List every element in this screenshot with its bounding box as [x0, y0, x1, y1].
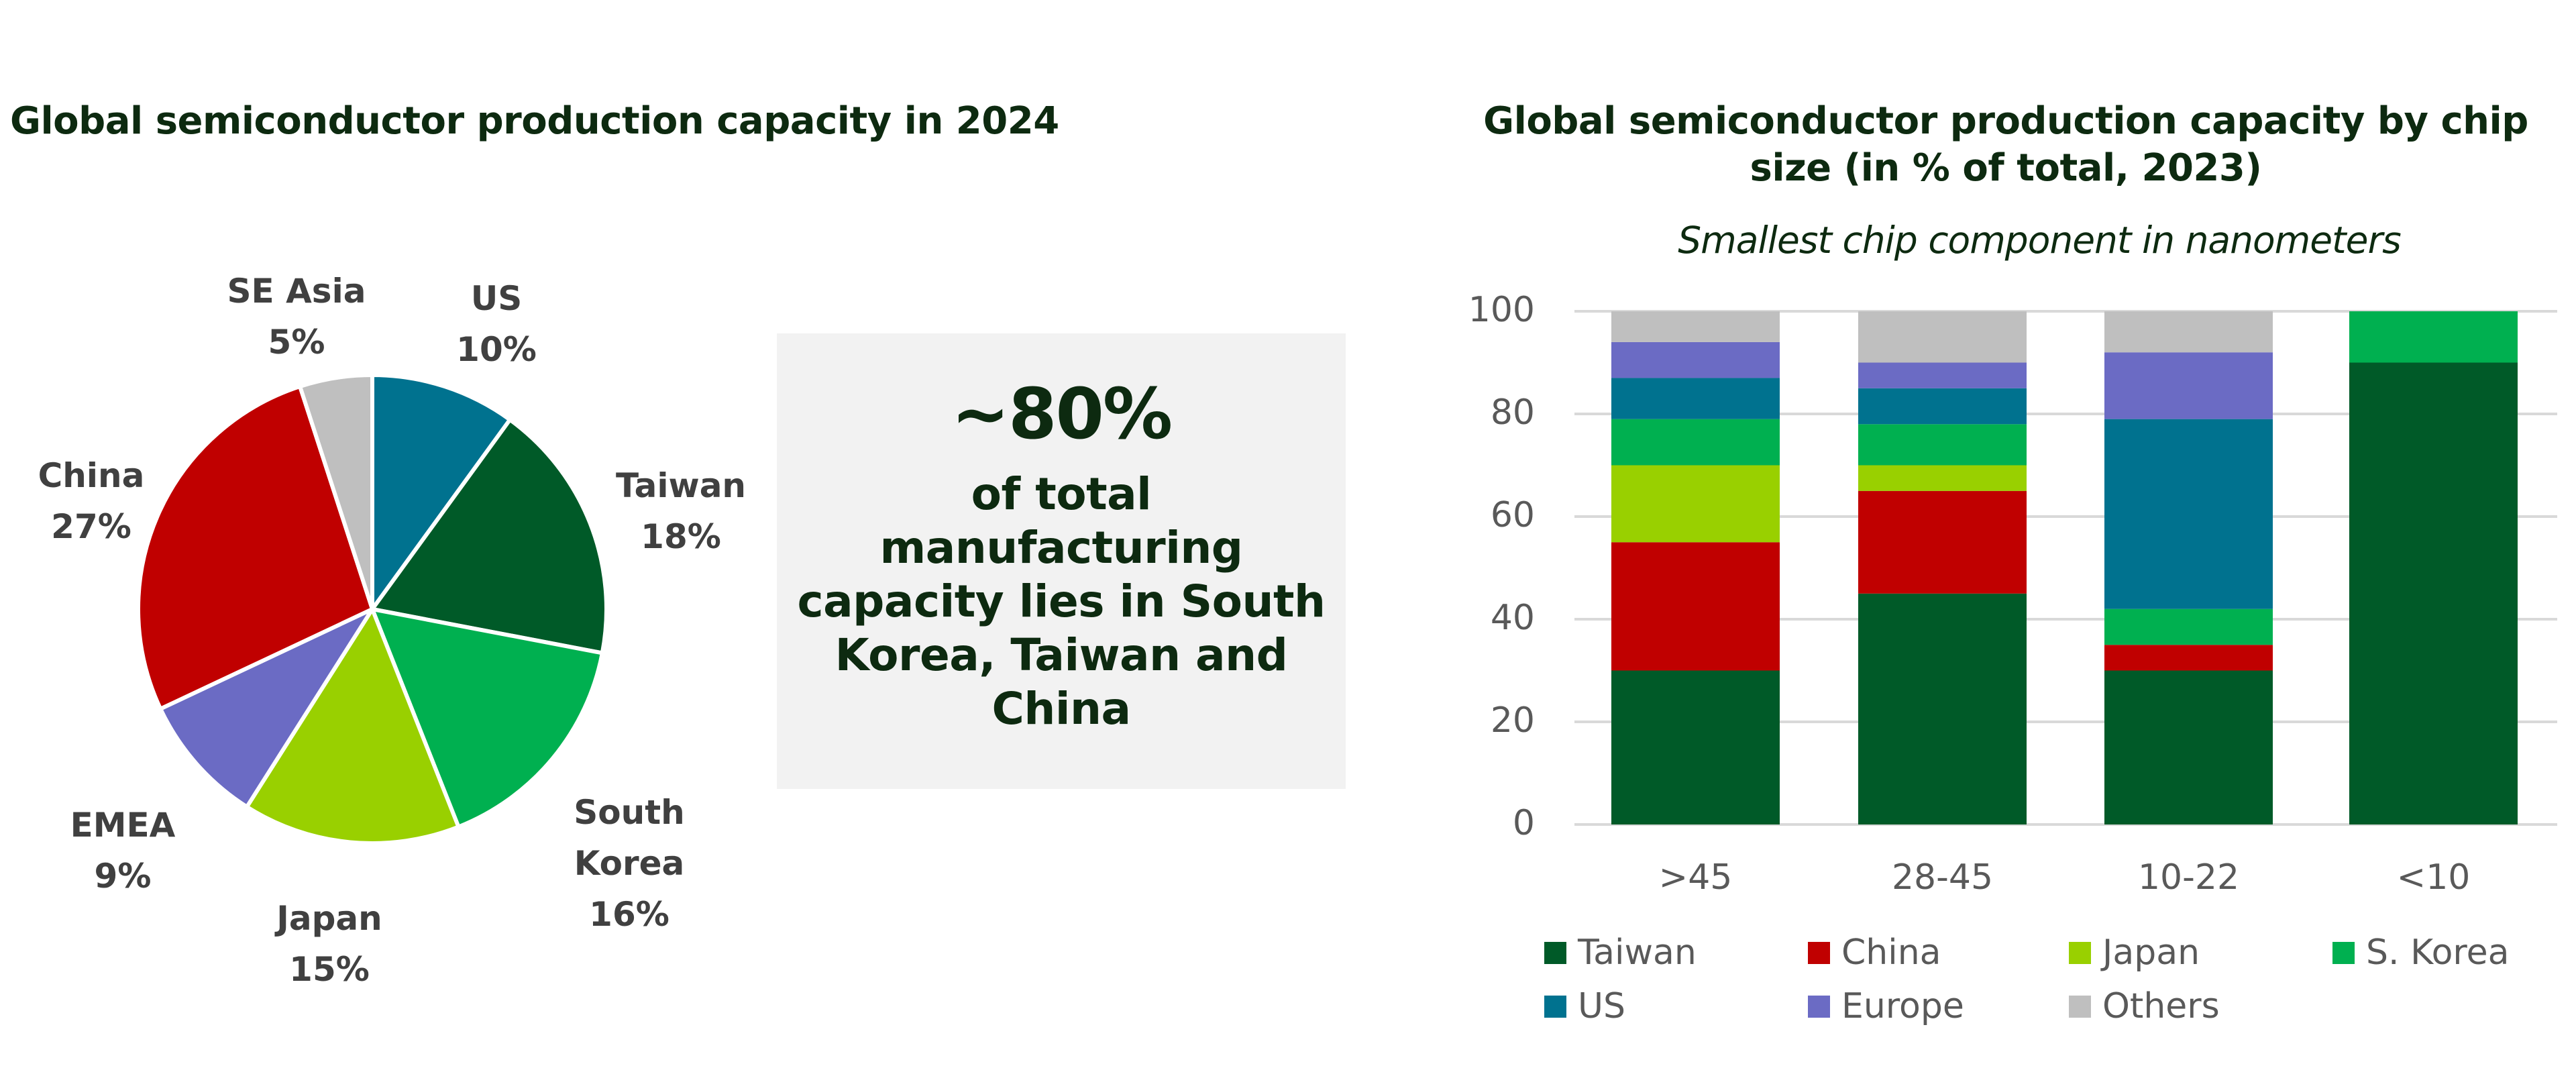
y-tick-label: 60: [1490, 495, 1535, 535]
pie-label-china: China 27%: [38, 450, 145, 552]
bar-segment-europe-10-22: [2104, 352, 2273, 419]
pie-label-value: 15%: [289, 950, 370, 989]
legend-item-china: China: [1808, 932, 1941, 973]
pie-label-value: 9%: [94, 857, 152, 896]
pie-label-emea: EMEA 9%: [70, 800, 176, 902]
pie-label-taiwan: Taiwan 18%: [616, 460, 746, 562]
legend-swatch: [2069, 995, 2091, 1018]
bar-segment-us-28-45: [1858, 388, 2027, 425]
pie-label-name: US: [470, 279, 523, 318]
pie-label-us: US 10%: [456, 273, 537, 375]
bar-segment-japan-45: [1611, 465, 1780, 543]
pie-label-value: 16%: [589, 895, 669, 934]
pie-label-japan: Japan 15%: [276, 893, 382, 995]
pie-label-se-asia: SE Asia 5%: [227, 266, 366, 368]
legend-swatch: [1544, 995, 1566, 1018]
callout-text: of total manufacturing capacity lies in …: [797, 468, 1326, 735]
pie-label-name: Japan: [276, 899, 382, 938]
bar-segment-s-korea-10: [2349, 311, 2518, 363]
pie-label-value: 10%: [456, 330, 537, 369]
pie-label-value: 27%: [51, 507, 131, 546]
pie-label-name: South: [574, 793, 685, 832]
legend-label: China: [1841, 932, 1941, 973]
bar-segment-taiwan-10: [2349, 362, 2518, 824]
pie-label-name: China: [38, 456, 145, 495]
legend-item-japan: Japan: [2069, 932, 2200, 973]
bar-chart-title: Global semiconductor production capacity…: [1483, 99, 2528, 190]
legend-item-us: US: [1544, 986, 1625, 1026]
legend-swatch: [1808, 941, 1830, 964]
legend-label: Japan: [2102, 932, 2200, 973]
x-tick-label: <10: [2396, 857, 2471, 898]
legend-swatch: [1808, 995, 1830, 1018]
pie-label-name: EMEA: [70, 806, 176, 845]
pie-label-name: SE Asia: [227, 272, 366, 311]
bar-segment-china-45: [1611, 542, 1780, 671]
legend-item-europe: Europe: [1808, 986, 1964, 1026]
pie-chart-title: Global semiconductor production capacity…: [10, 99, 1059, 143]
y-tick-label: 100: [1468, 290, 1535, 330]
legend-label: S. Korea: [2366, 932, 2510, 973]
pie-label-value: 5%: [268, 323, 325, 362]
callout-headline: ~80%: [951, 373, 1173, 455]
bar-segment-us-45: [1611, 378, 1780, 419]
y-tick-label: 40: [1490, 598, 1535, 638]
legend-swatch: [2332, 941, 2355, 964]
callout-box: ~80% of total manufacturing capacity lie…: [777, 333, 1346, 789]
legend-item-s-korea: S. Korea: [2332, 932, 2509, 973]
x-tick-label: 10-22: [2137, 857, 2240, 898]
pie-label-south-korea: South Korea 16%: [574, 787, 684, 940]
bar-segment-europe-28-45: [1858, 362, 2027, 388]
legend-item-others: Others: [2069, 986, 2220, 1026]
y-tick-label: 20: [1490, 700, 1535, 741]
bar-segment-s-korea-28-45: [1858, 424, 2027, 466]
x-tick-label: >45: [1658, 857, 1733, 898]
legend-label: Taiwan: [1578, 932, 1697, 973]
y-tick-label: 80: [1490, 392, 1535, 433]
bar-segment-europe-45: [1611, 341, 1780, 378]
legend-item-taiwan: Taiwan: [1544, 932, 1697, 973]
bar-segment-s-korea-10-22: [2104, 608, 2273, 645]
pie-label-name: Korea: [574, 844, 685, 883]
bar-segment-others-45: [1611, 311, 1780, 342]
bar-segment-taiwan-10-22: [2104, 670, 2273, 824]
y-tick-label: 0: [1512, 803, 1535, 843]
bar-segment-others-28-45: [1858, 311, 2027, 363]
legend-label: Europe: [1841, 986, 1964, 1026]
bar-segment-taiwan-28-45: [1858, 593, 2027, 824]
x-tick-label: 28-45: [1891, 857, 1994, 898]
legend-label: US: [1578, 986, 1626, 1026]
bar-segment-others-10-22: [2104, 311, 2273, 353]
pie-label-value: 18%: [641, 517, 721, 556]
bar-segment-china-28-45: [1858, 490, 2027, 594]
pie-label-name: Taiwan: [615, 466, 747, 505]
legend-swatch: [2069, 941, 2091, 964]
legend-swatch: [1544, 941, 1566, 964]
bar-segment-taiwan-45: [1611, 670, 1780, 824]
legend-label: Others: [2102, 986, 2220, 1026]
bar-segment-us-10-22: [2104, 419, 2273, 609]
bar-chart-subtitle: Smallest chip component in nanometers: [1678, 219, 2401, 262]
bar-segment-japan-28-45: [1858, 465, 2027, 491]
bar-segment-china-10-22: [2104, 645, 2273, 671]
bar-segment-s-korea-45: [1611, 419, 1780, 466]
